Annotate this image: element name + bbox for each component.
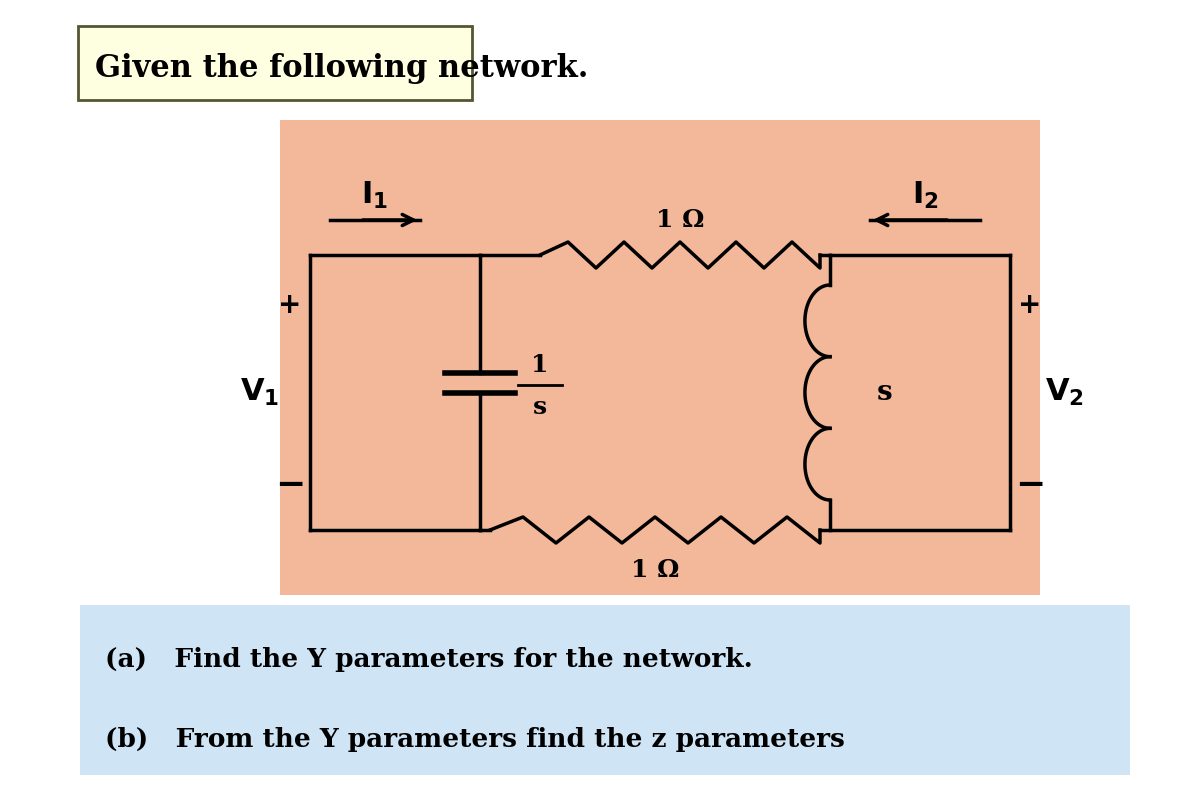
Text: $\mathbf{V_2}$: $\mathbf{V_2}$ — [1045, 377, 1085, 408]
Text: $\mathbf{I_2}$: $\mathbf{I_2}$ — [912, 179, 938, 210]
FancyBboxPatch shape — [78, 26, 472, 100]
Text: (b)   From the Y parameters find the z parameters: (b) From the Y parameters find the z par… — [106, 727, 845, 753]
Text: −: − — [1015, 468, 1045, 502]
Text: Given the following network.: Given the following network. — [95, 52, 588, 83]
Text: $\mathbf{I_1}$: $\mathbf{I_1}$ — [361, 179, 389, 210]
Bar — [80, 605, 1130, 775]
Text: 1 Ω: 1 Ω — [631, 558, 679, 582]
Text: s: s — [877, 379, 893, 406]
Text: +: + — [1019, 291, 1042, 319]
Text: s: s — [533, 395, 547, 418]
Text: 1 Ω: 1 Ω — [656, 208, 704, 232]
Text: 1: 1 — [532, 353, 548, 376]
Text: +: + — [278, 291, 301, 319]
Text: (a)   Find the Y parameters for the network.: (a) Find the Y parameters for the networ… — [106, 647, 752, 673]
Text: $\mathbf{V_1}$: $\mathbf{V_1}$ — [240, 377, 280, 408]
Text: −: − — [275, 468, 305, 502]
Bar — [280, 120, 1040, 595]
